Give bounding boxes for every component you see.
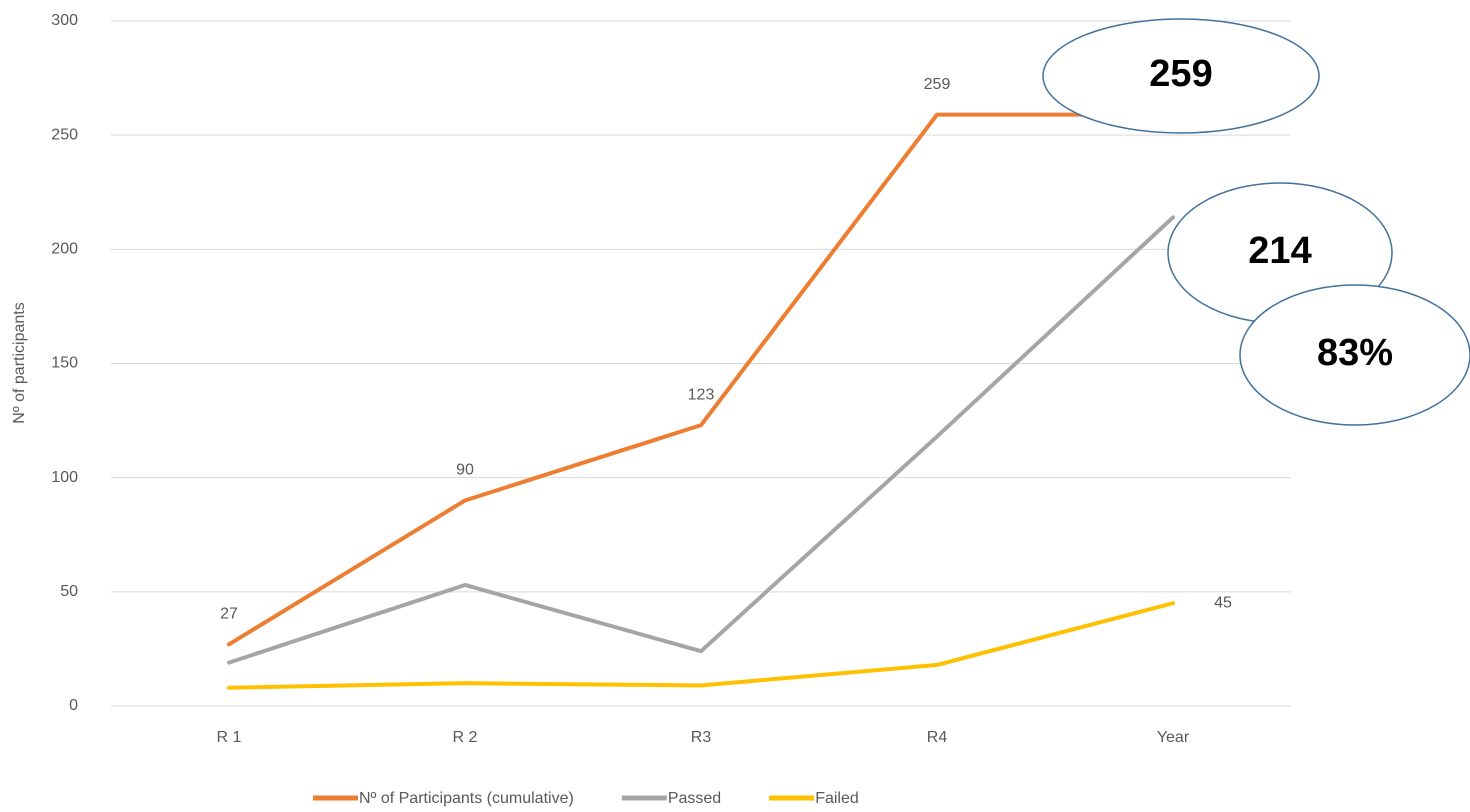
annotation: 214 — [1248, 230, 1311, 272]
x-tick-label: Year — [1157, 729, 1190, 746]
annotation-bubble — [1042, 18, 1320, 134]
series-line — [227, 112, 1175, 647]
y-tick-label: 50 — [60, 583, 78, 600]
annotation: 259 — [1149, 53, 1212, 95]
y-tick-label: 200 — [51, 241, 78, 258]
y-axis-label: Nº of participants — [11, 302, 28, 423]
annotation-bubble — [1239, 284, 1470, 426]
series-line — [227, 601, 1175, 690]
y-tick-label: 300 — [51, 12, 78, 29]
legend-label: Failed — [815, 790, 859, 807]
data-label: 27 — [220, 606, 238, 623]
data-label: 259 — [924, 76, 951, 93]
legend-label: Passed — [668, 790, 721, 807]
y-tick-label: 150 — [51, 355, 78, 372]
x-tick-label: R4 — [927, 729, 948, 746]
x-tick-label: R 1 — [217, 729, 242, 746]
y-tick-label: 250 — [51, 126, 78, 143]
annotation: 83% — [1317, 332, 1393, 374]
legend-label: Nº of Participants (cumulative) — [359, 790, 574, 807]
data-label: 90 — [456, 462, 474, 479]
data-label: 123 — [688, 386, 715, 403]
x-tick-label: R 2 — [453, 729, 478, 746]
series-line — [227, 215, 1175, 665]
data-label: 45 — [1214, 594, 1232, 611]
y-tick-label: 100 — [51, 469, 78, 486]
x-tick-label: R3 — [691, 729, 712, 746]
y-tick-label: 0 — [69, 697, 78, 714]
